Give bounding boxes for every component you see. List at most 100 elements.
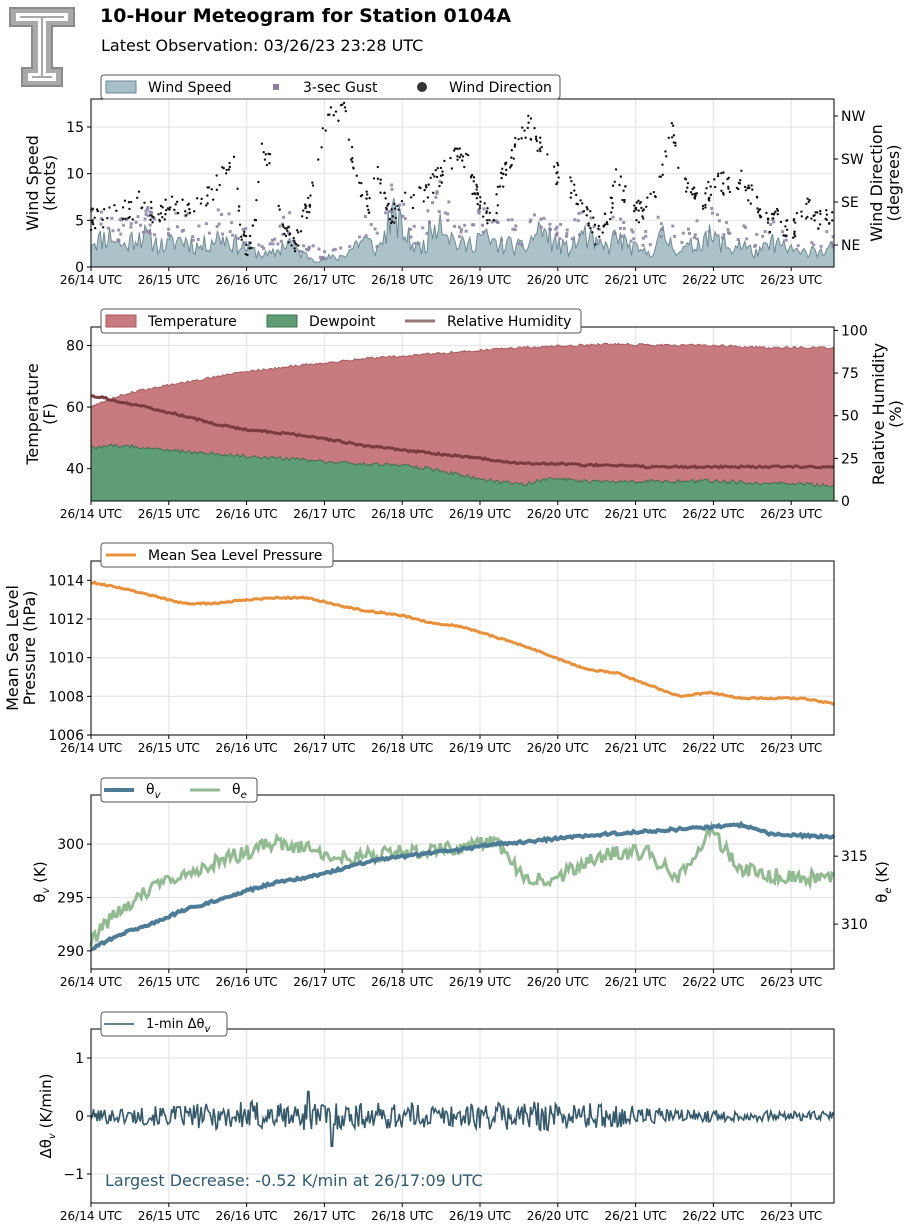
wind-direction-point — [195, 197, 199, 200]
y-axis-label: (F) — [40, 403, 59, 425]
gust-point — [763, 230, 767, 234]
wind-direction-point — [124, 217, 127, 221]
gust-point — [143, 217, 147, 221]
double-t-logo-icon — [8, 6, 76, 92]
wind-direction-point — [324, 129, 327, 132]
wind-direction-point — [646, 196, 649, 199]
wind-direction-point — [709, 185, 712, 188]
wind-direction-point — [376, 165, 380, 169]
gust-point — [207, 231, 211, 235]
gust-point — [106, 226, 110, 230]
wind-direction-point — [641, 209, 644, 212]
gust-point — [755, 232, 759, 236]
wind-direction-point — [388, 218, 391, 221]
legend-label: Wind Speed — [148, 80, 232, 96]
gust-point — [121, 223, 125, 227]
wind-direction-point — [784, 225, 787, 228]
gust-point — [375, 231, 379, 235]
wind-direction-point — [422, 200, 425, 203]
wind-direction-point — [618, 183, 621, 187]
wind-direction-point — [623, 200, 626, 204]
wind-direction-point — [686, 181, 690, 185]
wind-direction-point — [713, 185, 717, 189]
gust-point — [220, 213, 224, 217]
wind-direction-point — [475, 183, 478, 187]
wind-direction-point — [475, 196, 479, 200]
gust-point — [430, 201, 434, 205]
legend — [100, 74, 561, 100]
wind-direction-point — [598, 235, 601, 238]
wind-direction-point — [311, 181, 314, 184]
relative-humidity-line — [90, 394, 835, 470]
wind-direction-point — [188, 207, 191, 211]
gust-point — [236, 236, 240, 240]
gust-point — [141, 230, 145, 234]
gust-point — [321, 256, 325, 260]
y-tick-label: 1008 — [48, 689, 84, 705]
gust-point — [99, 217, 103, 221]
gust-point — [191, 235, 195, 239]
panel-wind: 26/14 UTC 26/15 UTC 26/16 UTC 26/17 UTC 26/1… — [23, 74, 903, 287]
gust-point — [271, 242, 275, 246]
wind-direction-point — [570, 180, 573, 183]
gust-point — [221, 232, 225, 236]
wind-direction-point — [632, 209, 636, 213]
wind-direction-point — [308, 205, 312, 208]
x-tick-label: 26/21 UTC — [605, 1209, 667, 1223]
x-tick-label: 26/14 UTC — [60, 741, 122, 755]
gust-point — [375, 244, 379, 248]
gust-point — [728, 231, 732, 235]
wind-direction-point — [284, 234, 288, 238]
wind-direction-point — [704, 203, 707, 207]
wind-direction-point — [795, 211, 799, 215]
gust-point — [307, 246, 311, 250]
gust-point — [129, 225, 133, 229]
wind-direction-point — [174, 203, 177, 206]
wind-direction-point — [140, 206, 144, 209]
wind-direction-point — [281, 223, 285, 227]
gust-point — [549, 228, 553, 232]
wind-direction-point — [601, 231, 604, 234]
gust-point — [812, 243, 816, 247]
gust-point — [825, 230, 829, 234]
wind-direction-point — [396, 204, 399, 208]
y2-tick-label: 50 — [841, 409, 859, 425]
wind-direction-point — [573, 183, 576, 186]
gust-point — [401, 214, 405, 218]
gust-point — [216, 208, 220, 212]
legend — [100, 1011, 228, 1037]
wind-direction-point — [793, 233, 796, 236]
wind-direction-point — [431, 173, 435, 176]
gust-point — [517, 242, 521, 246]
wind-direction-point — [672, 134, 676, 137]
wind-direction-point — [438, 184, 441, 188]
wind-direction-point — [637, 221, 641, 224]
wind-direction-point — [248, 234, 252, 238]
wind-direction-point — [379, 182, 382, 185]
wind-direction-point — [502, 172, 505, 175]
wind-direction-point — [304, 205, 308, 208]
wind-direction-point — [150, 206, 153, 210]
wind-direction-point — [409, 196, 413, 199]
wind-direction-point — [677, 166, 680, 170]
gust-point — [215, 225, 219, 229]
wind-direction-point — [188, 211, 192, 215]
gust-point — [364, 234, 368, 238]
gust-point — [810, 241, 814, 245]
gust-point — [463, 223, 467, 227]
gust-point — [629, 239, 633, 243]
x-tick-label: 26/14 UTC — [60, 1209, 122, 1223]
wind-direction-point — [819, 209, 822, 213]
wind-direction-point — [91, 207, 94, 211]
wind-direction-point — [240, 238, 243, 241]
wind-direction-point — [717, 172, 720, 175]
wind-direction-point — [287, 225, 290, 229]
wind-direction-point — [751, 188, 754, 191]
gust-point — [464, 229, 468, 233]
x-tick-label: 26/18 UTC — [371, 741, 433, 755]
wind-direction-point — [403, 191, 407, 194]
wind-direction-point — [93, 216, 96, 219]
plot-frame — [90, 1028, 835, 1204]
wind-direction-point — [535, 139, 539, 143]
wind-direction-point — [755, 195, 759, 199]
